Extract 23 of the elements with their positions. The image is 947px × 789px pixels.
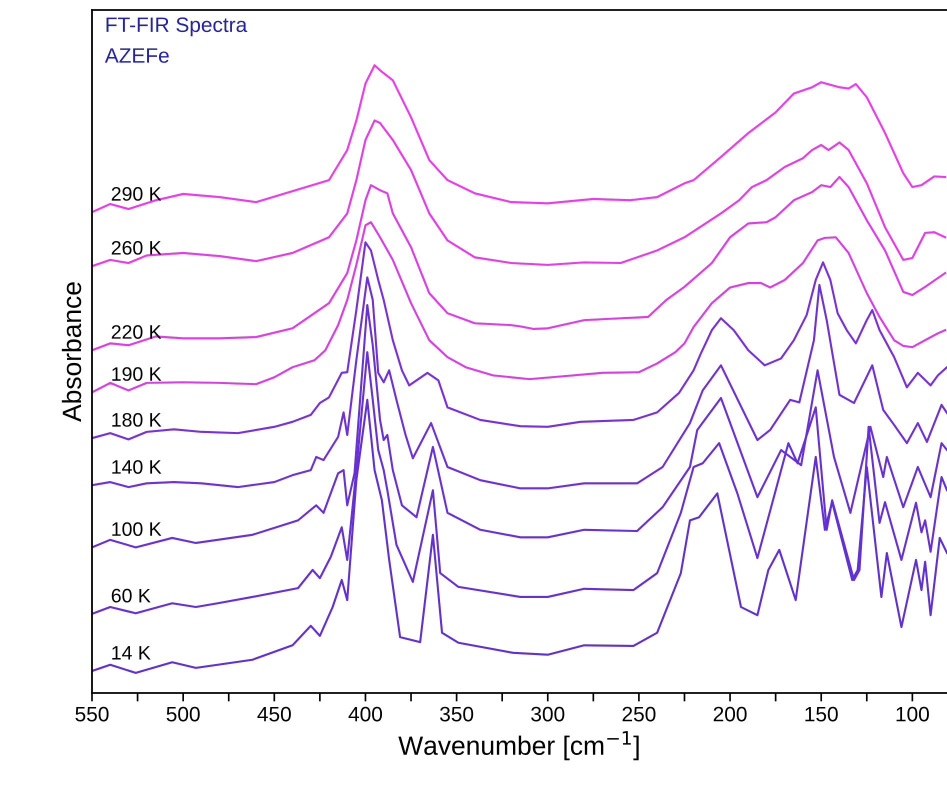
series-label: 260 K — [112, 240, 162, 255]
x-tick-label: 100 — [896, 706, 929, 722]
chart-title: FT-FIR Spectra — [106, 17, 248, 36]
x-tick-label: 350 — [440, 706, 474, 722]
series-label: 100 K — [112, 522, 162, 536]
series-label: 14 K — [112, 646, 151, 660]
x-tick-label: 500 — [166, 706, 200, 722]
x-tick-label: 300 — [531, 706, 564, 722]
y-axis-title: Absorbance — [62, 282, 82, 422]
x-tick-label: 550 — [75, 706, 109, 722]
x-tick-label: 450 — [257, 706, 291, 722]
x-axis-title: Wavenumber [cm$^{−1}$] — [398, 731, 639, 760]
series-label: 220 K — [112, 325, 162, 339]
x-tick-label: 200 — [714, 706, 747, 722]
series-label: 180 K — [112, 412, 162, 427]
x-tick-label: 150 — [805, 706, 838, 722]
chart-subtitle: AZEFe — [104, 48, 169, 63]
series-label: 290 K — [112, 186, 162, 201]
x-tick-label: 400 — [348, 706, 382, 722]
x-tick-label: 250 — [622, 706, 656, 722]
series-label: 60 K — [112, 588, 151, 603]
series-label: 190 K — [112, 367, 162, 381]
series-label: 140 K — [112, 460, 162, 474]
